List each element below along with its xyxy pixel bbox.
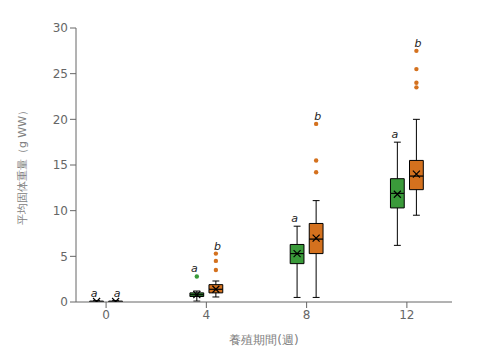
- svg-text:8: 8: [303, 308, 311, 322]
- svg-text:a: a: [191, 262, 198, 275]
- svg-text:30: 30: [53, 21, 68, 35]
- svg-text:25: 25: [53, 67, 68, 81]
- svg-text:b: b: [414, 37, 421, 50]
- svg-text:a: a: [391, 128, 398, 141]
- svg-text:12: 12: [399, 308, 414, 322]
- svg-text:養殖期間(週): 養殖期間(週): [229, 333, 298, 347]
- svg-text:a: a: [91, 287, 98, 300]
- svg-text:平均固体重量（g WW）: 平均固体重量（g WW）: [16, 105, 29, 225]
- svg-text:15: 15: [53, 158, 68, 172]
- svg-text:4: 4: [203, 308, 211, 322]
- svg-text:b: b: [214, 240, 221, 253]
- svg-text:a: a: [114, 287, 121, 300]
- svg-text:b: b: [314, 110, 321, 123]
- svg-text:0: 0: [60, 295, 68, 309]
- svg-text:5: 5: [60, 250, 68, 264]
- svg-text:10: 10: [53, 204, 68, 218]
- svg-text:0: 0: [102, 308, 110, 322]
- svg-text:20: 20: [53, 113, 68, 127]
- svg-text:a: a: [291, 212, 298, 225]
